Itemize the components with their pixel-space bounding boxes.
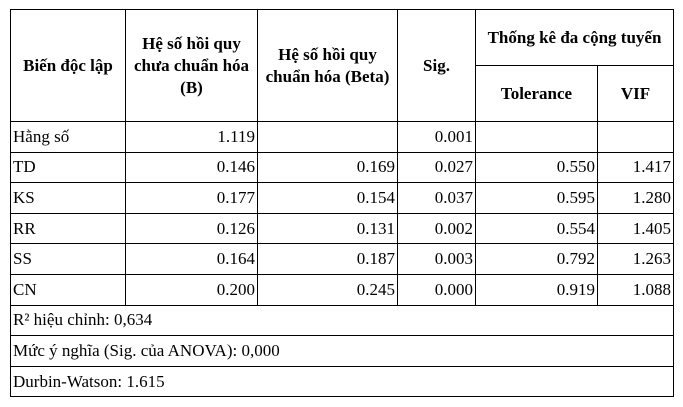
value-cell: 0.003 <box>397 243 476 275</box>
header-cell: Hệ số hồi quy chưa chuẩn hóa (B) <box>125 9 258 122</box>
value-cell: 1.280 <box>596 182 675 214</box>
value-cell: 0.000 <box>397 273 476 306</box>
value-cell: 0.792 <box>475 243 598 275</box>
value-cell: 1.119 <box>125 121 258 153</box>
value-cell <box>596 121 675 153</box>
header-cell: Thống kê đa cộng tuyến <box>474 9 675 66</box>
value-cell: 0.595 <box>475 182 598 214</box>
footer-note: R² hiệu chỉnh: 0,634 <box>9 304 675 337</box>
table-row: SS 0.164 0.187 0.003 0.792 1.263 <box>10 243 675 275</box>
value-cell <box>257 121 398 153</box>
header-cell: Tolerance <box>475 65 598 122</box>
row-label: TD <box>10 151 126 184</box>
header-cell: VIF <box>596 65 675 122</box>
value-cell: 0.131 <box>257 212 398 245</box>
row-label: SS <box>10 243 126 275</box>
table-row: CN 0.200 0.245 0.000 0.919 1.088 <box>10 273 675 306</box>
value-cell: 0.002 <box>397 212 476 245</box>
table-row: Hằng số 1.119 0.001 <box>10 121 675 153</box>
value-cell: 0.146 <box>125 151 258 184</box>
header-row: Tolerance VIF <box>11 65 675 122</box>
value-cell: 0.177 <box>125 182 258 214</box>
header-cell: Biến độc lập <box>10 9 126 122</box>
header-row: Biến độc lập Hệ số hồi quy chưa chuẩn hó… <box>10 9 675 122</box>
regression-table: Biến độc lập Hệ số hồi quy chưa chuẩn hó… <box>9 9 675 398</box>
value-cell: 0.037 <box>397 182 476 214</box>
value-cell: 1.263 <box>596 243 675 275</box>
value-cell: 1.088 <box>596 273 675 306</box>
value-cell: 0.169 <box>257 151 398 184</box>
value-cell <box>475 121 598 153</box>
table-body: Hằng số 1.119 0.001 TD 0.146 0.169 0.027 0.550 1… <box>9 121 675 398</box>
table-row: KS 0.177 0.154 0.037 0.595 1.280 <box>10 182 675 214</box>
row-label: Hằng số <box>10 121 126 153</box>
footer-note: Mức ý nghĩa (Sig. của ANOVA): 0,000 <box>9 335 675 367</box>
value-cell: 0.001 <box>397 121 476 153</box>
row-label: CN <box>10 273 126 306</box>
value-cell: 0.200 <box>125 273 258 306</box>
value-cell: 0.550 <box>475 151 598 184</box>
value-cell: 0.554 <box>475 212 598 245</box>
value-cell: 0.245 <box>257 273 398 306</box>
footer-row: Durbin-Watson: 1.615 <box>9 365 675 398</box>
row-label: KS <box>10 182 126 214</box>
value-cell: 0.154 <box>257 182 398 214</box>
header-cell: Hệ số hồi quy chuẩn hóa (Beta) <box>257 9 398 122</box>
value-cell: 0.919 <box>475 273 598 306</box>
table-header: Biến độc lập Hệ số hồi quy chưa chuẩn hó… <box>10 9 675 122</box>
value-cell: 1.417 <box>596 151 675 184</box>
value-cell: 0.164 <box>125 243 258 275</box>
header-cell: Sig. <box>397 9 476 122</box>
value-cell: 0.027 <box>397 151 476 184</box>
footer-row: R² hiệu chỉnh: 0,634 <box>9 304 675 337</box>
table-row: TD 0.146 0.169 0.027 0.550 1.417 <box>10 151 675 184</box>
footer-row: Mức ý nghĩa (Sig. của ANOVA): 0,000 <box>9 335 675 367</box>
value-cell: 0.126 <box>125 212 258 245</box>
footer-note: Durbin-Watson: 1.615 <box>9 365 675 398</box>
value-cell: 0.187 <box>257 243 398 275</box>
value-cell: 1.405 <box>596 212 675 245</box>
row-label: RR <box>10 212 126 245</box>
table-row: RR 0.126 0.131 0.002 0.554 1.405 <box>10 212 675 245</box>
